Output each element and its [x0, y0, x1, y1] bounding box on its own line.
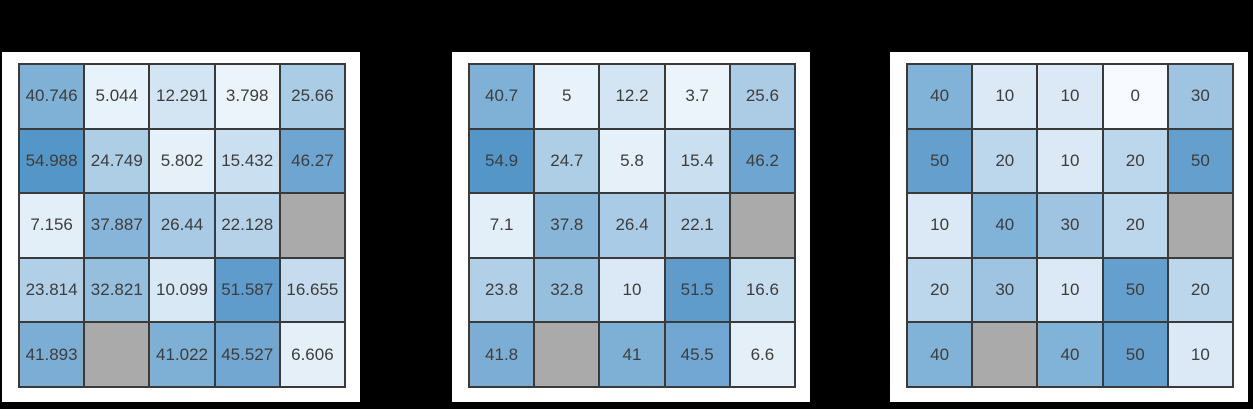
heatmap-cell: 32.8	[534, 257, 600, 323]
heatmap-cell: 30	[1037, 193, 1103, 258]
heatmap-cell: 10	[972, 64, 1038, 129]
heatmap-cell: 51.5	[664, 257, 730, 323]
heatmap-cell: 20	[907, 257, 973, 323]
heatmap-panel-rounded-tenths: 40.7 5 12.2 3.7 25.6 54.9 24.7 5.8 15.4 46.2 7.1 37…	[452, 52, 810, 402]
heatmap-cell: 12.291	[149, 64, 215, 129]
heatmap-cell	[534, 322, 600, 387]
heatmap-cell: 50	[1102, 322, 1168, 387]
heatmap-cell: 23.814	[19, 257, 85, 323]
heatmap-cell: 50	[1167, 128, 1233, 194]
heatmap-cell: 15.4	[664, 128, 730, 194]
heatmap-cell: 7.1	[469, 193, 535, 258]
heatmap-cell: 54.988	[19, 128, 85, 194]
heatmap-cell: 6.606	[279, 322, 345, 387]
heatmap-cell	[279, 193, 345, 258]
heatmap-cell	[972, 322, 1038, 387]
heatmap-cell: 41.893	[19, 322, 85, 387]
heatmap-cell: 20	[1167, 257, 1233, 323]
heatmap-cell: 50	[1102, 257, 1168, 323]
heatmap-cell: 41.022	[149, 322, 215, 387]
heatmap-cell: 12.2	[599, 64, 665, 129]
heatmap-cell	[1167, 193, 1233, 258]
heatmap-panel-rounded-tens: 40 10 10 0 30 50 20 10 20 50 10 40 30 20 20 30 10 50 20 40 4…	[890, 52, 1248, 402]
heatmap-cell: 16.655	[279, 257, 345, 323]
heatmap-cell: 32.821	[84, 257, 150, 323]
heatmap-cell: 10	[1037, 128, 1103, 194]
heatmap-cell: 45.527	[214, 322, 280, 387]
heatmap-cell: 6.6	[729, 322, 795, 387]
heatmap-cell: 16.6	[729, 257, 795, 323]
heatmap-cell: 22.1	[664, 193, 730, 258]
heatmap-cell: 10.099	[149, 257, 215, 323]
heatmap-cell: 40	[907, 322, 973, 387]
heatmap-cell: 24.749	[84, 128, 150, 194]
heatmap-cell: 23.8	[469, 257, 535, 323]
heatmap-cell: 20	[1102, 128, 1168, 194]
heatmap-cell: 30	[972, 257, 1038, 323]
heatmap-cell: 0	[1102, 64, 1168, 129]
heatmap-cell: 40.746	[19, 64, 85, 129]
heatmap-cell: 20	[972, 128, 1038, 194]
heatmap-cell: 15.432	[214, 128, 280, 194]
heatmap-cell: 25.66	[279, 64, 345, 129]
heatmap-cell: 3.7	[664, 64, 730, 129]
heatmap-cell: 45.5	[664, 322, 730, 387]
heatmap-panel-original: 40.746 5.044 12.291 3.798 25.66 54.988 24.749 5…	[2, 52, 360, 402]
heatmap-cell: 24.7	[534, 128, 600, 194]
heatmap-cell: 41.8	[469, 322, 535, 387]
heatmap-cell	[729, 193, 795, 258]
heatmap-cell: 26.4	[599, 193, 665, 258]
heatmap-cell: 40	[907, 64, 973, 129]
heatmap-cell: 40.7	[469, 64, 535, 129]
heatmap-cell: 10	[599, 257, 665, 323]
heatmap-cell: 26.44	[149, 193, 215, 258]
heatmap-cell: 40	[1037, 322, 1103, 387]
heatmap-cell: 7.156	[19, 193, 85, 258]
heatmap-cell: 54.9	[469, 128, 535, 194]
heatmap-cell	[84, 322, 150, 387]
heatmap-cell: 46.27	[279, 128, 345, 194]
heatmap-cell: 40	[972, 193, 1038, 258]
heatmap-cell: 10	[1167, 322, 1233, 387]
heatmap-cell: 3.798	[214, 64, 280, 129]
heatmap-grid: 40.7 5 12.2 3.7 25.6 54.9 24.7 5.8 15.4 46.2 7.1 37…	[468, 63, 796, 388]
heatmap-cell: 41	[599, 322, 665, 387]
heatmap-cell: 5	[534, 64, 600, 129]
heatmap-cell: 10	[1037, 257, 1103, 323]
heatmap-cell: 37.887	[84, 193, 150, 258]
heatmap-cell: 5.802	[149, 128, 215, 194]
heatmap-cell: 37.8	[534, 193, 600, 258]
heatmap-grid: 40 10 10 0 30 50 20 10 20 50 10 40 30 20 20 30 10 50 20 40 4…	[906, 63, 1234, 388]
heatmap-cell: 50	[907, 128, 973, 194]
heatmap-cell: 10	[1037, 64, 1103, 129]
heatmap-cell: 30	[1167, 64, 1233, 129]
heatmap-cell: 25.6	[729, 64, 795, 129]
heatmap-cell: 22.128	[214, 193, 280, 258]
heatmap-grid: 40.746 5.044 12.291 3.798 25.66 54.988 24.749 5…	[18, 63, 346, 388]
heatmap-cell: 20	[1102, 193, 1168, 258]
heatmap-cell: 51.587	[214, 257, 280, 323]
heatmap-cell: 10	[907, 193, 973, 258]
heatmap-cell: 46.2	[729, 128, 795, 194]
heatmap-cell: 5.044	[84, 64, 150, 129]
heatmap-cell: 5.8	[599, 128, 665, 194]
